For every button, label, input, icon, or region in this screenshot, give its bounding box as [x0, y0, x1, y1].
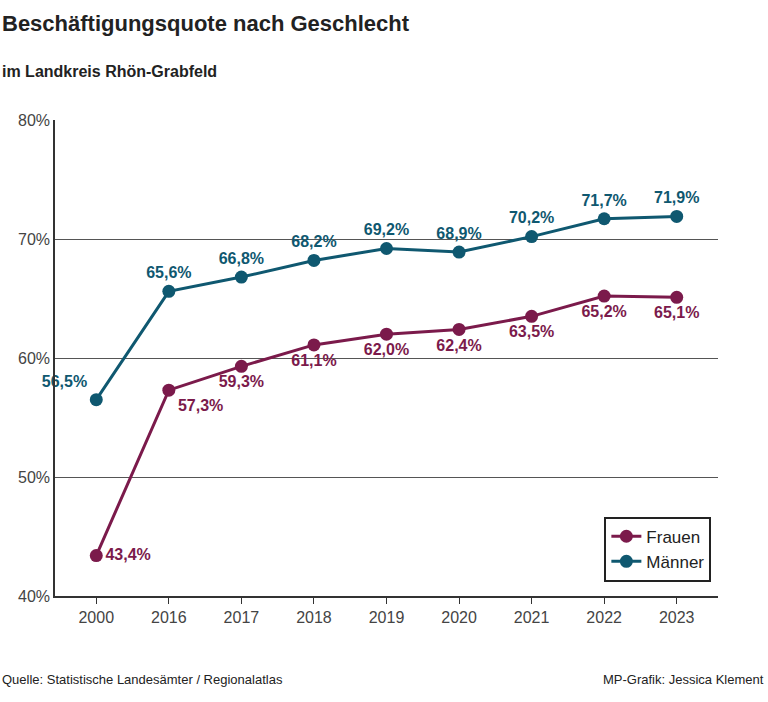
svg-text:68,2%: 68,2% — [291, 233, 336, 250]
svg-text:66,8%: 66,8% — [219, 250, 264, 267]
svg-text:60%: 60% — [18, 350, 50, 367]
svg-text:2020: 2020 — [441, 609, 477, 626]
svg-text:59,3%: 59,3% — [219, 373, 264, 390]
svg-text:2019: 2019 — [369, 609, 405, 626]
svg-text:63,5%: 63,5% — [509, 323, 554, 340]
svg-text:2018: 2018 — [296, 609, 332, 626]
svg-text:Beschäftigungsquote nach Gesch: Beschäftigungsquote nach Geschlecht — [2, 11, 410, 36]
svg-text:61,1%: 61,1% — [291, 352, 336, 369]
svg-text:2023: 2023 — [659, 609, 695, 626]
svg-text:65,6%: 65,6% — [146, 264, 191, 281]
svg-text:65,2%: 65,2% — [581, 303, 626, 320]
svg-text:62,0%: 62,0% — [364, 341, 409, 358]
svg-text:71,7%: 71,7% — [581, 192, 626, 209]
svg-text:40%: 40% — [18, 588, 50, 605]
svg-text:80%: 80% — [18, 112, 50, 129]
svg-text:71,9%: 71,9% — [654, 189, 699, 206]
svg-text:57,3%: 57,3% — [178, 397, 223, 414]
svg-text:70%: 70% — [18, 231, 50, 248]
svg-text:Frauen: Frauen — [646, 528, 700, 547]
svg-text:65,1%: 65,1% — [654, 304, 699, 321]
svg-text:2016: 2016 — [151, 609, 187, 626]
svg-text:68,9%: 68,9% — [436, 225, 481, 242]
svg-text:Quelle: Statistische Landesämt: Quelle: Statistische Landesämter / Regio… — [2, 672, 283, 687]
svg-text:Männer: Männer — [646, 553, 704, 572]
svg-text:2000: 2000 — [78, 609, 114, 626]
svg-text:2017: 2017 — [224, 609, 260, 626]
svg-text:50%: 50% — [18, 469, 50, 486]
svg-text:2022: 2022 — [586, 609, 622, 626]
svg-text:62,4%: 62,4% — [436, 337, 481, 354]
svg-text:43,4%: 43,4% — [105, 546, 150, 563]
svg-text:2021: 2021 — [514, 609, 550, 626]
svg-text:70,2%: 70,2% — [509, 209, 554, 226]
svg-text:im Landkreis Rhön-Grabfeld: im Landkreis Rhön-Grabfeld — [2, 63, 217, 80]
svg-text:56,5%: 56,5% — [42, 373, 87, 390]
svg-text:MP-Grafik: Jessica Klement: MP-Grafik: Jessica Klement — [603, 672, 764, 687]
svg-text:69,2%: 69,2% — [364, 221, 409, 238]
